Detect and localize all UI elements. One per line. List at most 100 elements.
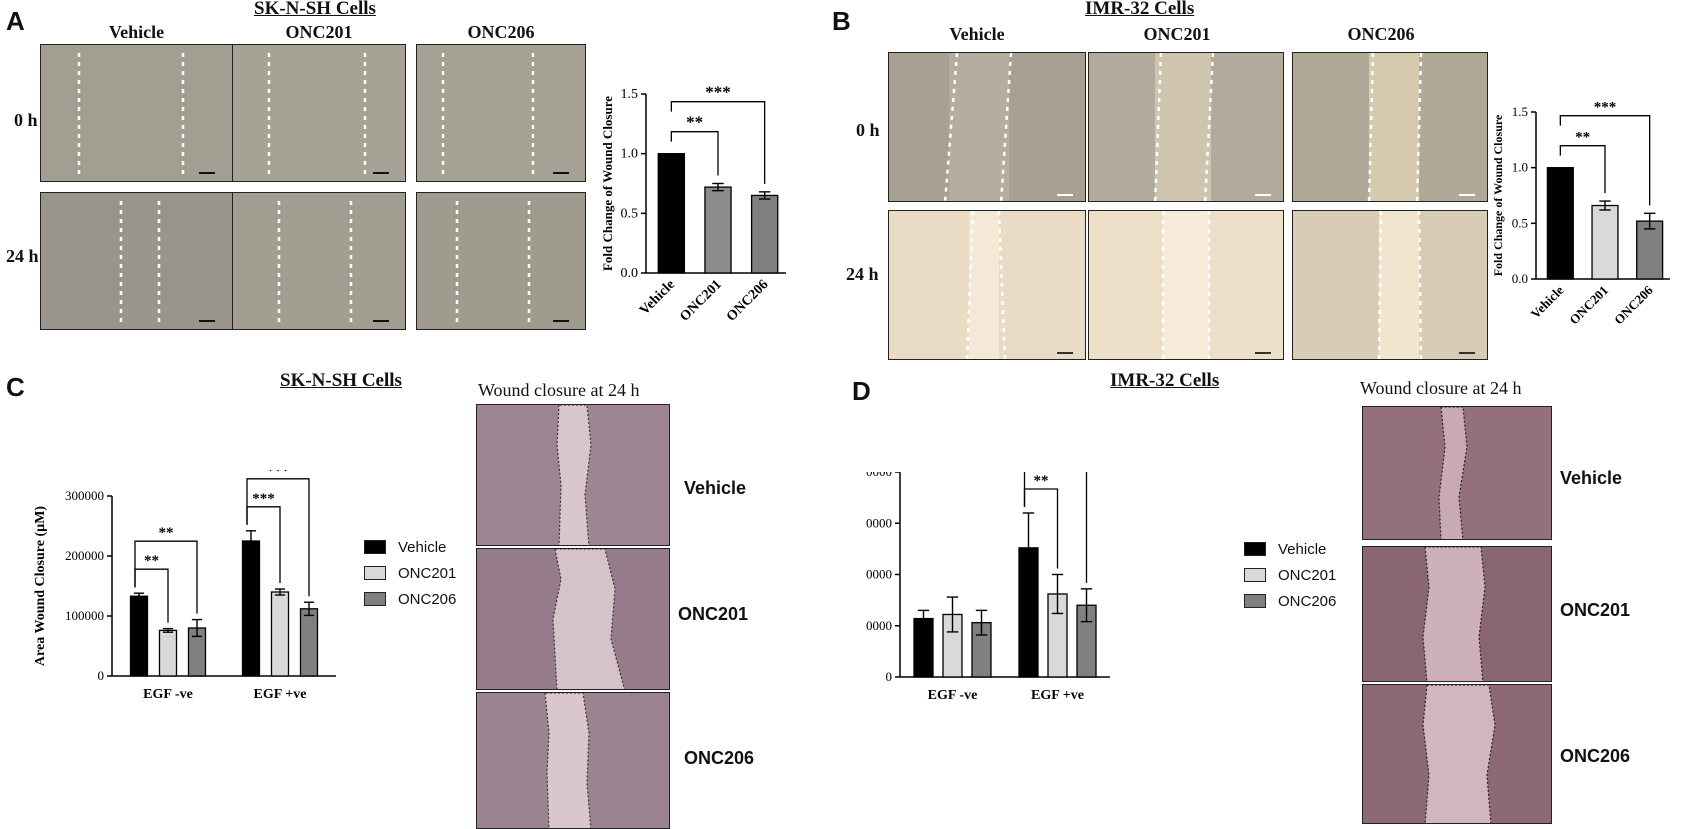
significance-label: *** <box>267 470 290 479</box>
legend-d-swatch-onc206 <box>1244 594 1266 608</box>
significance-label: ** <box>686 113 703 132</box>
x-tick-label: ONC201 <box>677 277 724 324</box>
legend-d-swatch-onc201 <box>1244 568 1266 582</box>
significance-label: ** <box>144 553 159 569</box>
bar <box>1546 167 1574 280</box>
panel-a-col-vehicle: Vehicle <box>108 22 165 42</box>
legend-c-item-vehicle: Vehicle <box>364 534 456 560</box>
y-tick-label: 150000 <box>866 515 892 530</box>
panel-label-d: D <box>852 376 871 406</box>
legend-c-item-onc201: ONC201 <box>364 560 456 586</box>
y-tick-label: 1.0 <box>1512 160 1528 175</box>
panel-b-col-onc201: ONC201 <box>1143 24 1211 44</box>
panel-label-c: C <box>6 372 25 402</box>
y-tick-label: 1.5 <box>621 87 639 102</box>
x-tick-label: EGF +ve <box>1031 688 1084 703</box>
significance-bracket <box>1559 145 1606 194</box>
micrograph-a-onc206-24h <box>416 192 586 330</box>
legend-c-label-vehicle: Vehicle <box>398 538 447 556</box>
panel-d-side-vehicle: Vehicle <box>1560 468 1623 488</box>
x-tick-label: Vehicle <box>1528 282 1567 321</box>
y-tick-label: 100000 <box>65 608 104 623</box>
legend-d-label-onc206: ONC206 <box>1278 592 1337 610</box>
panel-c-side-onc201: ONC201 <box>678 604 749 624</box>
legend-c-swatch-onc201 <box>364 566 386 580</box>
panel-b-col-onc206: ONC206 <box>1347 24 1415 44</box>
micrograph-c-onc206 <box>476 692 670 829</box>
y-tick-label: 1.0 <box>621 147 639 162</box>
micrograph-c-vehicle <box>476 404 670 546</box>
legend-c-label-onc206: ONC206 <box>398 590 457 608</box>
panel-d-wound-title: Wound closure at 24 h <box>1360 378 1522 398</box>
legend-c-swatch-vehicle <box>364 540 386 554</box>
panel-a-row-0h: 0 h <box>14 110 38 130</box>
y-tick-label: 300000 <box>65 488 104 503</box>
chart-d: 050000100000150000200000Area Wound Closu… <box>866 472 1110 703</box>
y-tick-label: 50000 <box>866 618 892 633</box>
legend-c-item-onc206: ONC206 <box>364 586 456 612</box>
micrograph-b-vehicle-24h <box>888 210 1086 360</box>
bar <box>158 629 178 677</box>
panel-b-row-24h: 24 h <box>846 264 879 284</box>
significance-bracket <box>670 101 766 184</box>
x-tick-label: EGF -ve <box>143 687 193 702</box>
legend-c-swatch-onc206 <box>364 592 386 606</box>
legend-d-item-vehicle: Vehicle <box>1244 536 1336 562</box>
panel-c-side-vehicle: Vehicle <box>684 478 747 498</box>
panel-label-b: B <box>832 6 851 36</box>
significance-bracket <box>1023 472 1088 583</box>
y-tick-label: 0.0 <box>1512 271 1528 286</box>
bar <box>657 153 686 274</box>
significance-label: ** <box>159 525 174 541</box>
bar <box>1591 204 1619 280</box>
legend-c-label-onc201: ONC201 <box>398 564 457 582</box>
panel-a-col-onc206: ONC206 <box>467 22 535 42</box>
legend-d-item-onc206: ONC206 <box>1244 588 1336 614</box>
legend-d-label-onc201: ONC201 <box>1278 566 1337 584</box>
y-axis-label: Area Wound Closure (µM) <box>33 506 48 666</box>
y-tick-label: 0 <box>98 668 105 683</box>
panel-d-side-onc206: ONC206 <box>1560 746 1631 766</box>
micrograph-a-vehicle-24h <box>40 192 233 330</box>
bar <box>704 186 732 274</box>
significance-bracket <box>134 540 198 614</box>
panel-a-col-onc201: ONC201 <box>285 22 353 42</box>
significance-label: *** <box>705 83 731 102</box>
micrograph-b-onc206-0h <box>1292 52 1488 202</box>
x-tick-label: Vehicle <box>637 277 678 318</box>
micrograph-a-onc201-0h <box>232 44 406 182</box>
legend-d-item-onc201: ONC201 <box>1244 562 1336 588</box>
legend-d-label-vehicle: Vehicle <box>1278 540 1327 558</box>
x-tick-label: EGF -ve <box>928 688 978 703</box>
y-tick-label: 0.5 <box>621 206 639 221</box>
micrograph-b-vehicle-0h <box>888 52 1086 202</box>
bar <box>129 595 149 677</box>
significance-bracket <box>670 131 719 176</box>
panel-d-side-onc201: ONC201 <box>1560 600 1631 620</box>
y-tick-label: 0 <box>886 669 893 684</box>
chart-b: 0.0 0.5 1.0 1.5 Fold Change of Wound Closure… <box>1494 100 1670 327</box>
significance-bracket <box>246 478 310 597</box>
bar <box>750 194 779 274</box>
y-tick-label: 0.5 <box>1512 215 1528 230</box>
micrograph-d-onc201 <box>1362 546 1552 682</box>
legend-c: Vehicle ONC201 ONC206 <box>364 534 456 612</box>
y-axis-label: Fold Change of Wound Closure <box>1494 114 1505 276</box>
micrograph-a-onc201-24h <box>232 192 406 330</box>
x-tick-label: ONC206 <box>1611 282 1656 327</box>
panel-label-a: A <box>6 6 25 36</box>
panel-c-title: SK-N-SH Cells <box>280 370 402 391</box>
micrograph-b-onc201-24h <box>1088 210 1284 360</box>
panel-c-side-onc206: ONC206 <box>684 748 755 768</box>
x-tick-label: EGF +ve <box>254 687 307 702</box>
panel-b-title: IMR-32 Cells <box>1085 0 1195 19</box>
significance-label: ** <box>1575 130 1590 146</box>
micrograph-c-onc201 <box>476 548 670 690</box>
panel-c-wound-title: Wound closure at 24 h <box>478 380 640 400</box>
micrograph-d-onc206 <box>1362 684 1552 824</box>
panel-a-title: SK-N-SH Cells <box>254 0 376 19</box>
legend-d-swatch-vehicle <box>1244 542 1266 556</box>
y-tick-label: 0.0 <box>621 266 639 281</box>
y-tick-label: 1.5 <box>1512 104 1528 119</box>
bar <box>299 608 319 677</box>
